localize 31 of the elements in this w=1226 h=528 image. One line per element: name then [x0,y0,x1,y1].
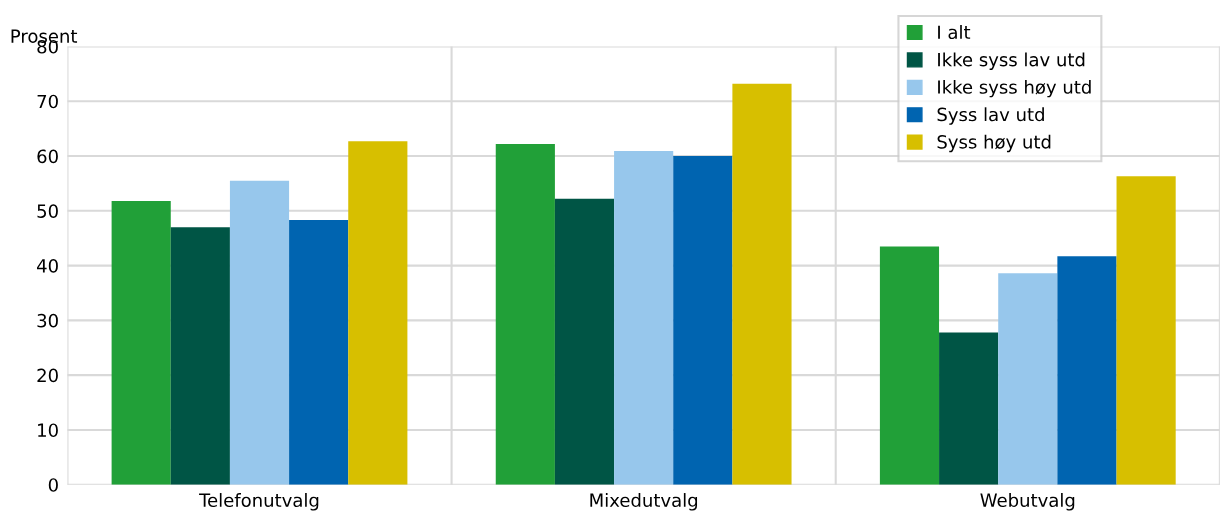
y-tick-label: 60 [37,149,58,164]
legend-label: Ikke syss lav utd [938,52,1085,70]
y-tick-label: 0 [48,478,58,492]
bar [495,143,555,485]
x-tick-label: Telefonutvalg [199,493,319,511]
legend-label: Ikke syss høy utd [938,79,1091,98]
y-tick-label: 20 [37,368,58,383]
bar [998,273,1058,485]
bar [1116,176,1176,485]
bar [229,180,290,485]
bar [732,83,792,485]
bar [289,220,349,485]
y-tick-label: 40 [37,259,58,273]
bar [879,246,940,485]
legend-label: Syss høy utd [937,134,1051,153]
x-tick-label: Webutvalg [980,493,1075,511]
bar [939,332,999,485]
bar [673,156,733,485]
bar [1057,256,1117,485]
bar [554,198,615,485]
x-tick-label: Mixedutvalg [590,493,698,511]
y-tick-label: 30 [37,313,58,328]
bar [170,227,230,485]
legend-label: I alt [938,25,971,40]
legend-label: Syss lav utd [937,107,1044,125]
bar [111,200,171,485]
bar [348,141,408,485]
y-tick-label: 10 [38,423,58,438]
y-tick-label: 70 [37,94,58,109]
bar [614,151,674,485]
y-tick-label: 50 [37,204,58,218]
